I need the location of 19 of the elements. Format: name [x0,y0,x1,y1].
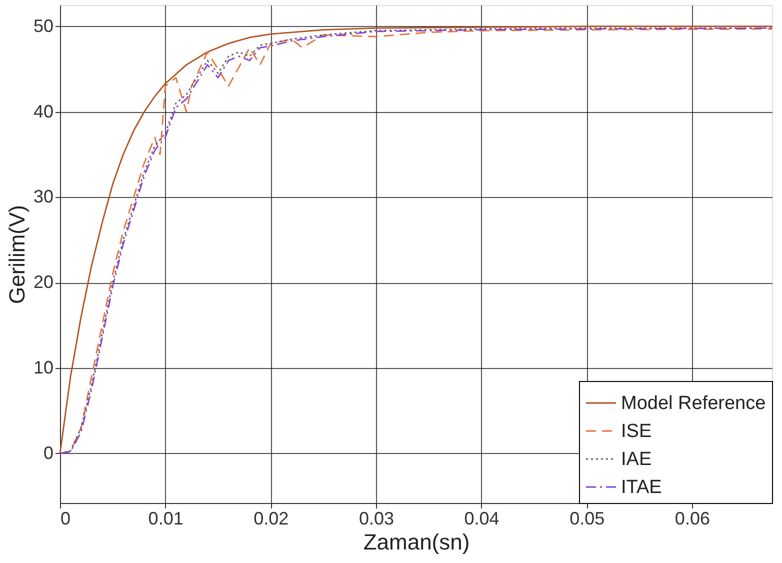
x-tick-label: 0.02 [254,508,289,528]
x-axis-title: Zaman(sn) [363,530,470,554]
legend-label: ITAE [621,477,662,498]
y-tick-label: 40 [33,101,54,122]
x-tick-label: 0.05 [570,508,605,528]
legend-label: Model Reference [621,393,766,414]
y-tick-label: 20 [33,272,54,292]
y-tick-label: 30 [33,186,54,207]
x-tick-label: 0.01 [148,508,184,528]
x-tick-label: 0 [60,508,71,528]
x-tick-label: 0.03 [358,508,394,528]
x-tick-label: 0.06 [674,508,710,528]
y-tick-label: 10 [33,358,54,378]
legend-label: ISE [621,421,652,442]
y-tick-label: 0 [43,442,54,463]
y-axis-title: Gerilim(V) [4,205,30,304]
y-tick-label: 50 [33,16,54,36]
legend-label: IAE [621,449,652,470]
x-tick-label: 0.04 [464,508,500,528]
